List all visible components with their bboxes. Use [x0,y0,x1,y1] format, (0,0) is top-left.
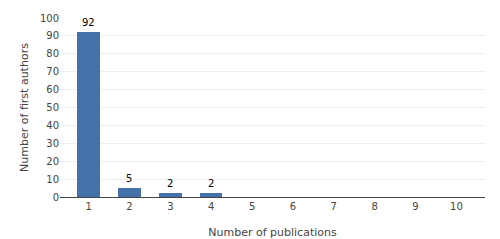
svg-text:Number of publications: Number of publications [208,226,337,239]
svg-text:10: 10 [46,174,59,185]
svg-text:9: 9 [412,201,418,212]
svg-text:100: 100 [40,13,59,24]
svg-text:90: 90 [46,30,59,41]
svg-text:8: 8 [371,201,377,212]
svg-text:20: 20 [46,156,59,167]
svg-text:2: 2 [208,178,214,189]
svg-text:92: 92 [82,17,95,28]
svg-text:0: 0 [53,192,59,203]
svg-text:6: 6 [290,201,296,212]
svg-text:40: 40 [46,120,59,131]
svg-text:10: 10 [450,201,463,212]
svg-text:7: 7 [331,201,337,212]
svg-text:Number of first authors: Number of first authors [18,43,31,172]
svg-text:5: 5 [126,173,132,184]
svg-text:60: 60 [46,84,59,95]
svg-text:50: 50 [46,102,59,113]
svg-text:4: 4 [208,201,214,212]
svg-text:30: 30 [46,138,59,149]
svg-text:70: 70 [46,66,59,77]
svg-text:2: 2 [167,178,173,189]
svg-text:5: 5 [249,201,255,212]
svg-text:3: 3 [167,201,173,212]
svg-text:2: 2 [126,201,132,212]
svg-text:80: 80 [46,48,59,59]
svg-text:1: 1 [85,201,91,212]
